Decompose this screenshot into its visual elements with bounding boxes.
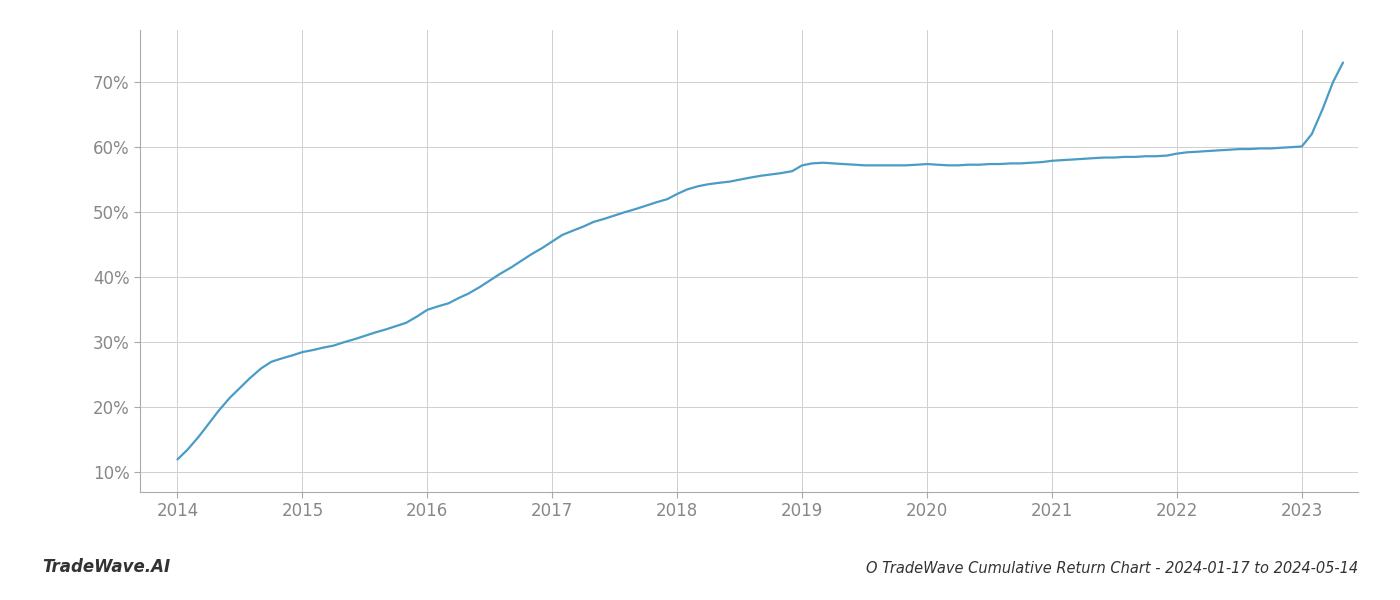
Text: O TradeWave Cumulative Return Chart - 2024-01-17 to 2024-05-14: O TradeWave Cumulative Return Chart - 20… [865, 561, 1358, 576]
Text: TradeWave.AI: TradeWave.AI [42, 558, 171, 576]
